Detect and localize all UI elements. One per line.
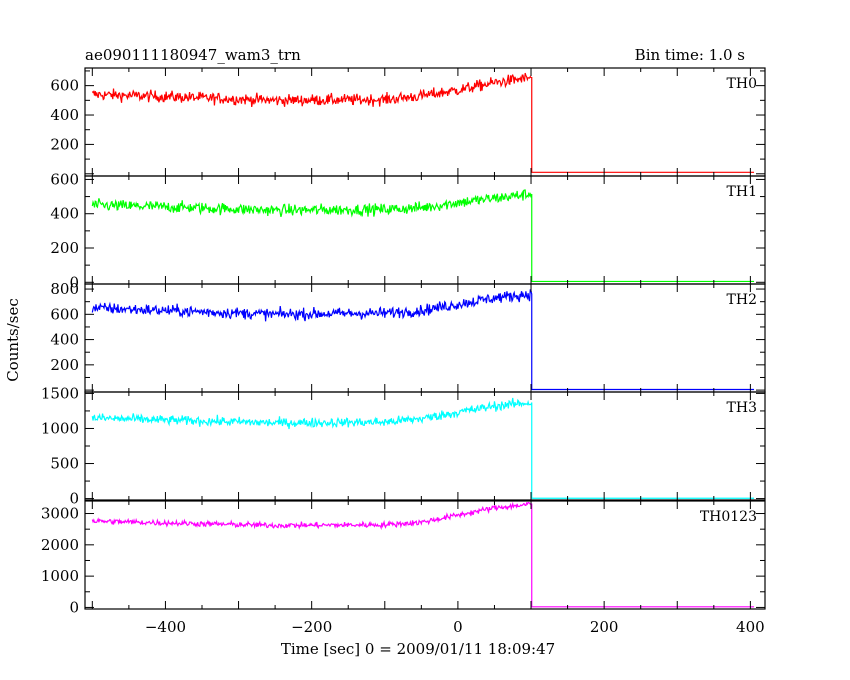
- y-tick-label: 0: [69, 273, 79, 291]
- y-tick-label: 500: [50, 455, 79, 473]
- y-tick-label: 200: [50, 239, 79, 257]
- panel-th1: 0 200 400 600 TH1: [50, 170, 766, 291]
- x-tick-label: 0: [453, 618, 463, 636]
- series-label-th2: TH2: [727, 292, 757, 308]
- x-tick-label: −400: [145, 618, 186, 636]
- panel-th2: 200 400 600 800 TH2: [50, 280, 766, 393]
- series-label-th1: TH1: [727, 184, 757, 200]
- y-tick-label: 400: [50, 205, 79, 223]
- y-tick-label: 800: [50, 280, 79, 298]
- y-tick-label: 200: [50, 356, 79, 374]
- series-label-th0: TH0: [727, 76, 757, 92]
- y-tick-label: 400: [50, 106, 79, 124]
- x-tick-label: 200: [590, 618, 619, 636]
- y-tick-label: 400: [50, 331, 79, 349]
- y-tick-label: 0: [69, 598, 79, 616]
- panel-frame: [84, 175, 766, 285]
- y-tick-label: 2000: [41, 536, 79, 554]
- y-tick-label: 600: [50, 170, 79, 188]
- series-line-th0123: [91, 501, 755, 608]
- y-tick-label: 0: [69, 490, 79, 508]
- panels-group: 200 400 600 TH0 0 200 400 600 TH1 200 400 600 800 TH2…: [41, 67, 766, 616]
- bin-time-label: Bin time: 1.0 s: [635, 46, 745, 64]
- series-line-th3: [91, 397, 755, 499]
- panel-frame: [84, 67, 766, 177]
- series-line-th1: [91, 189, 755, 283]
- chart-title: ae090111180947_wam3_trn: [85, 46, 301, 64]
- y-axis-label: Counts/sec: [4, 298, 22, 382]
- series-label-th3: TH3: [727, 400, 757, 416]
- series-label-th0123: TH0123: [700, 509, 757, 525]
- series-line-th2: [91, 289, 755, 391]
- panel-th0: 200 400 600 TH0: [50, 67, 766, 177]
- series-line-th0: [91, 72, 755, 173]
- panel-th0123: 0 1000 2000 3000 TH0123: [41, 500, 766, 616]
- x-tick-label: 400: [736, 618, 765, 636]
- y-tick-label: 600: [50, 77, 79, 95]
- y-tick-label: 600: [50, 305, 79, 323]
- x-axis: −400 −200 0 200 400: [145, 618, 765, 636]
- y-tick-label: 1500: [41, 384, 79, 402]
- panel-frame: [84, 283, 766, 393]
- y-tick-label: 200: [50, 135, 79, 153]
- x-tick-label: −200: [291, 618, 332, 636]
- x-axis-label: Time [sec] 0 = 2009/01/11 18:09:47: [281, 640, 555, 658]
- y-tick-label: 1000: [41, 419, 79, 437]
- panel-frame: [84, 500, 766, 610]
- panel-frame: [84, 391, 766, 501]
- y-tick-label: 3000: [41, 505, 79, 523]
- panel-th3: 0 500 1000 1500 TH3: [41, 384, 766, 508]
- y-tick-label: 1000: [41, 567, 79, 585]
